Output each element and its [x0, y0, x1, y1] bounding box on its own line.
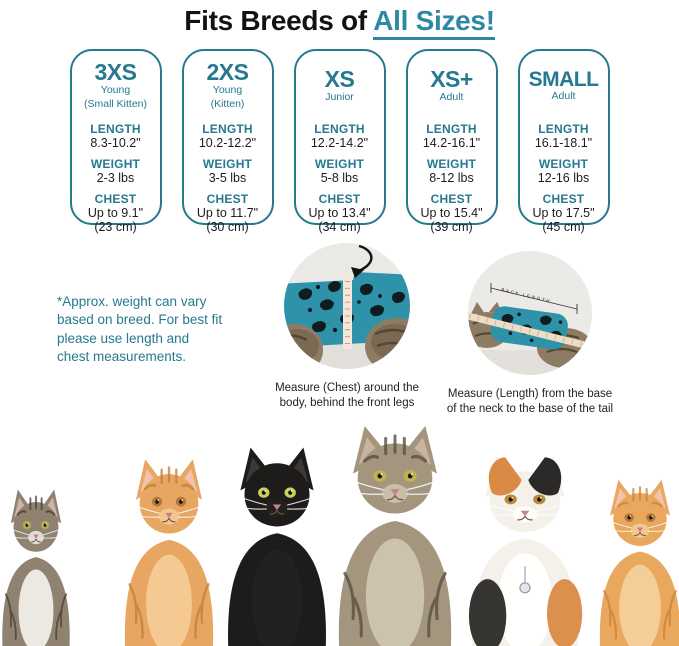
size-age: Junior [325, 91, 354, 104]
chest-value: Up to 15.4" [420, 205, 483, 220]
size-card-3xs: 3XS Young (Small Kitten) LENGTH 8.3-10.2"… [69, 49, 162, 234]
chest-label: CHEST [206, 191, 249, 206]
chest-value: Up to 11.7" [196, 205, 259, 220]
chest-value: Up to 13.4" [308, 205, 371, 220]
fit-note-line: please use length and [57, 330, 190, 346]
chest-cm-value: (34 cm) [318, 220, 361, 235]
size-age: Adult [439, 91, 464, 104]
length-label: LENGTH [90, 122, 141, 137]
chest-label: CHEST [430, 191, 473, 206]
weight-label: WEIGHT [538, 156, 589, 171]
chest-label: CHEST [94, 191, 137, 206]
length-value: 12.2-14.2" [310, 136, 369, 151]
length-caption: Measure (Length) from the base of the ne… [446, 388, 614, 415]
chest-caption: Measure (Chest) around the body, behind … [275, 382, 419, 409]
title-highlight: All Sizes! [373, 5, 495, 40]
chest-cm-value: (23 cm) [94, 220, 137, 235]
cat-photo-black-cat [216, 443, 338, 646]
cat-photo-orange-tabby-cat [114, 455, 224, 646]
length-measure-photo: BACK LENGTH [468, 251, 592, 375]
weight-label: WEIGHT [426, 156, 477, 171]
weight-value: 2-3 lbs [96, 170, 135, 185]
weight-value: 3-5 lbs [208, 170, 247, 185]
size-card-small: SMALL Adult LENGTH 16.1-18.1" WEIGHT 12-16… [517, 49, 610, 234]
title-prefix: Fits Breeds of [184, 5, 374, 36]
fit-note-line: *Approx. weight can vary [57, 294, 207, 309]
cat-photo-orange-longhair-cat [590, 476, 679, 646]
chest-cm-value: (30 cm) [206, 220, 249, 235]
size-name: XS [324, 65, 355, 92]
length-label: LENGTH [202, 122, 253, 137]
chest-cm-value: (45 cm) [542, 220, 585, 235]
page-title: Fits Breeds of All Sizes! [0, 5, 679, 40]
weight-value: 8-12 lbs [429, 170, 474, 185]
size-card-xs-plus: XS+ Adult LENGTH 14.2-16.1" WEIGHT 8-12 lb… [405, 49, 498, 234]
measuring-tape [343, 275, 352, 349]
weight-label: WEIGHT [314, 156, 365, 171]
cats-photo-row [0, 416, 679, 646]
size-age: Young [100, 84, 131, 97]
chest-measure-photo [284, 243, 410, 369]
fit-note-line: based on breed. For best fit [57, 312, 223, 328]
size-stage: (Kitten) [210, 97, 245, 110]
chest-value: Up to 17.5" [532, 205, 595, 220]
weight-value: 12-16 lbs [537, 170, 590, 185]
arrow-icon [351, 244, 373, 278]
length-label: LENGTH [426, 122, 477, 137]
measuring-tape [468, 311, 592, 352]
length-label: LENGTH [314, 122, 365, 137]
size-name: 3XS [94, 58, 137, 85]
size-stage: (Small Kitten) [83, 97, 147, 110]
length-value: 8.3-10.2" [90, 136, 141, 151]
cat-photo-calico-cat [459, 452, 591, 646]
size-card-xs: XS Junior LENGTH 12.2-14.2" WEIGHT 5-8 lbs… [293, 49, 386, 234]
lying-cat [468, 302, 592, 368]
size-cards-row: 3XS Young (Small Kitten) LENGTH 8.3-10.2"… [0, 49, 679, 234]
length-value: 16.1-18.1" [534, 136, 593, 151]
cat-photo-gray-tabby-kitten [0, 486, 78, 646]
chest-label: CHEST [318, 191, 361, 206]
weight-label: WEIGHT [90, 156, 141, 171]
cat-photo-maine-coon-cat [325, 421, 465, 646]
chest-measure-figure: Measure (Chest) around the body, behind … [256, 242, 438, 411]
chest-value: Up to 9.1" [87, 205, 144, 220]
fit-note: *Approx. weight can vary based on breed.… [57, 293, 267, 366]
size-age: Young [212, 84, 243, 97]
size-card-2xs: 2XS Young (Kitten) LENGTH 10.2-12.2" WEIG… [181, 49, 274, 234]
chest-cm-value: (39 cm) [430, 220, 473, 235]
fit-note-line: chest measurements. [57, 349, 187, 365]
size-age: Adult [551, 90, 576, 103]
size-name: XS+ [430, 65, 473, 92]
length-measure-figure: BACK LENGTH Measure (Length) from the ba… [432, 242, 628, 417]
size-name: 2XS [206, 58, 249, 85]
size-name: SMALL [528, 67, 599, 91]
length-label: LENGTH [538, 122, 589, 137]
weight-value: 5-8 lbs [320, 170, 359, 185]
length-value: 14.2-16.1" [422, 136, 481, 151]
chest-label: CHEST [542, 191, 585, 206]
length-value: 10.2-12.2" [198, 136, 257, 151]
weight-label: WEIGHT [202, 156, 253, 171]
